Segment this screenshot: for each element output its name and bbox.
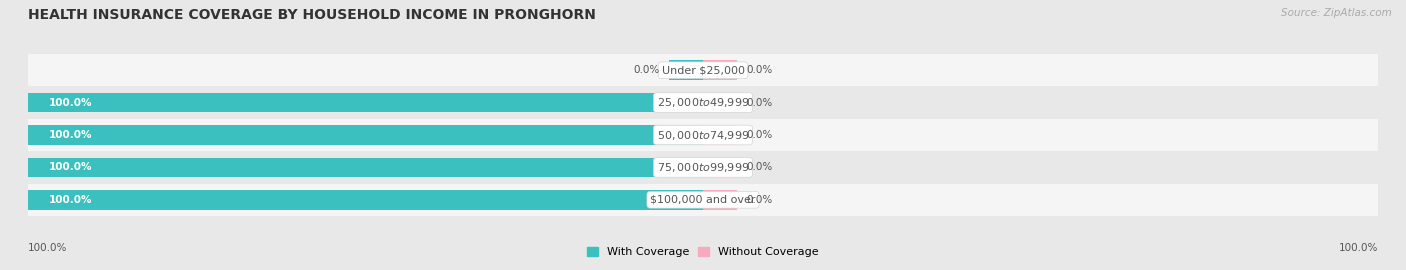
Bar [0,151,1406,184]
Legend: With Coverage, Without Coverage: With Coverage, Without Coverage [582,243,824,262]
Bar [0,86,1406,119]
Bar [28,93,703,112]
Bar [703,158,737,177]
Text: $50,000 to $74,999: $50,000 to $74,999 [657,129,749,141]
Bar [703,60,737,80]
Text: 100.0%: 100.0% [48,162,91,173]
Bar [28,158,703,177]
Text: Source: ZipAtlas.com: Source: ZipAtlas.com [1281,8,1392,18]
Text: $75,000 to $99,999: $75,000 to $99,999 [657,161,749,174]
Bar [703,125,737,145]
Text: 0.0%: 0.0% [747,130,773,140]
Bar [669,60,703,80]
Text: 100.0%: 100.0% [1339,243,1378,253]
Text: 0.0%: 0.0% [747,97,773,108]
Text: HEALTH INSURANCE COVERAGE BY HOUSEHOLD INCOME IN PRONGHORN: HEALTH INSURANCE COVERAGE BY HOUSEHOLD I… [28,8,596,22]
Text: Under $25,000: Under $25,000 [661,65,745,75]
Text: 100.0%: 100.0% [48,130,91,140]
Text: 0.0%: 0.0% [633,65,659,75]
Text: 0.0%: 0.0% [747,162,773,173]
Bar [28,190,703,210]
Text: 0.0%: 0.0% [747,65,773,75]
Text: $100,000 and over: $100,000 and over [650,195,756,205]
Bar [0,54,1406,86]
Bar [28,125,703,145]
Bar [0,119,1406,151]
Text: 100.0%: 100.0% [48,97,91,108]
Bar [703,190,737,210]
Text: 0.0%: 0.0% [747,195,773,205]
Text: 100.0%: 100.0% [28,243,67,253]
Bar [0,184,1406,216]
Bar [703,93,737,112]
Text: $25,000 to $49,999: $25,000 to $49,999 [657,96,749,109]
Text: 100.0%: 100.0% [48,195,91,205]
